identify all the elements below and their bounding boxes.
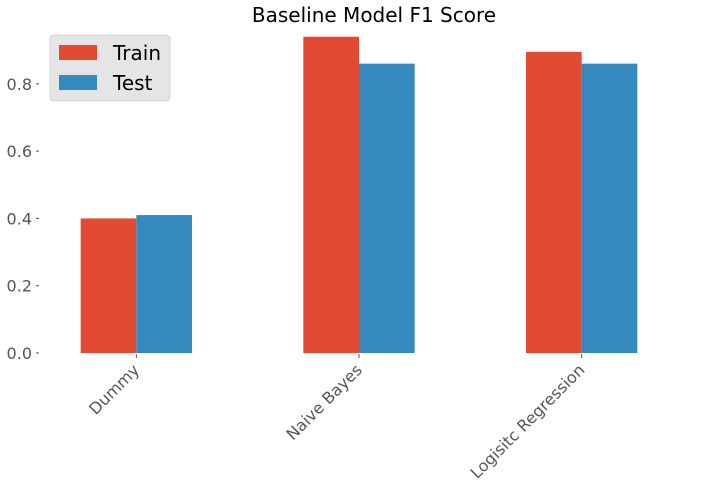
y-tick-label: 0.8 <box>7 75 32 94</box>
y-tick-label: 0.2 <box>7 277 32 296</box>
legend-label-test: Test <box>112 71 153 95</box>
x-tick-label: Naive Bayes <box>282 360 365 443</box>
legend-label-train: Train <box>112 41 161 65</box>
bar-train-logisitc-regression <box>526 51 582 354</box>
bar-train-naive-bayes <box>303 36 359 354</box>
y-axis: 0.0 0.2 0.4 0.6 0.8 <box>7 75 39 363</box>
y-tick-label: 0.4 <box>7 209 32 228</box>
bars <box>80 36 638 354</box>
bar-train-dummy <box>80 218 137 353</box>
bar-test-logisitc-regression <box>581 63 638 353</box>
bar-test-dummy <box>136 215 192 353</box>
y-tick-label: 0.0 <box>7 344 32 363</box>
chart-title: Baseline Model F1 Score <box>252 3 496 27</box>
legend: Train Test <box>49 34 171 102</box>
bar-test-naive-bayes <box>359 63 415 353</box>
y-tick-label: 0.6 <box>7 142 32 161</box>
x-tick-label: Logisitc Regression <box>467 360 589 482</box>
x-axis: Dummy Naive Bayes Logisitc Regression <box>85 354 588 482</box>
legend-swatch-train <box>59 45 97 60</box>
x-tick-label: Dummy <box>85 360 143 418</box>
legend-swatch-test <box>59 75 97 90</box>
